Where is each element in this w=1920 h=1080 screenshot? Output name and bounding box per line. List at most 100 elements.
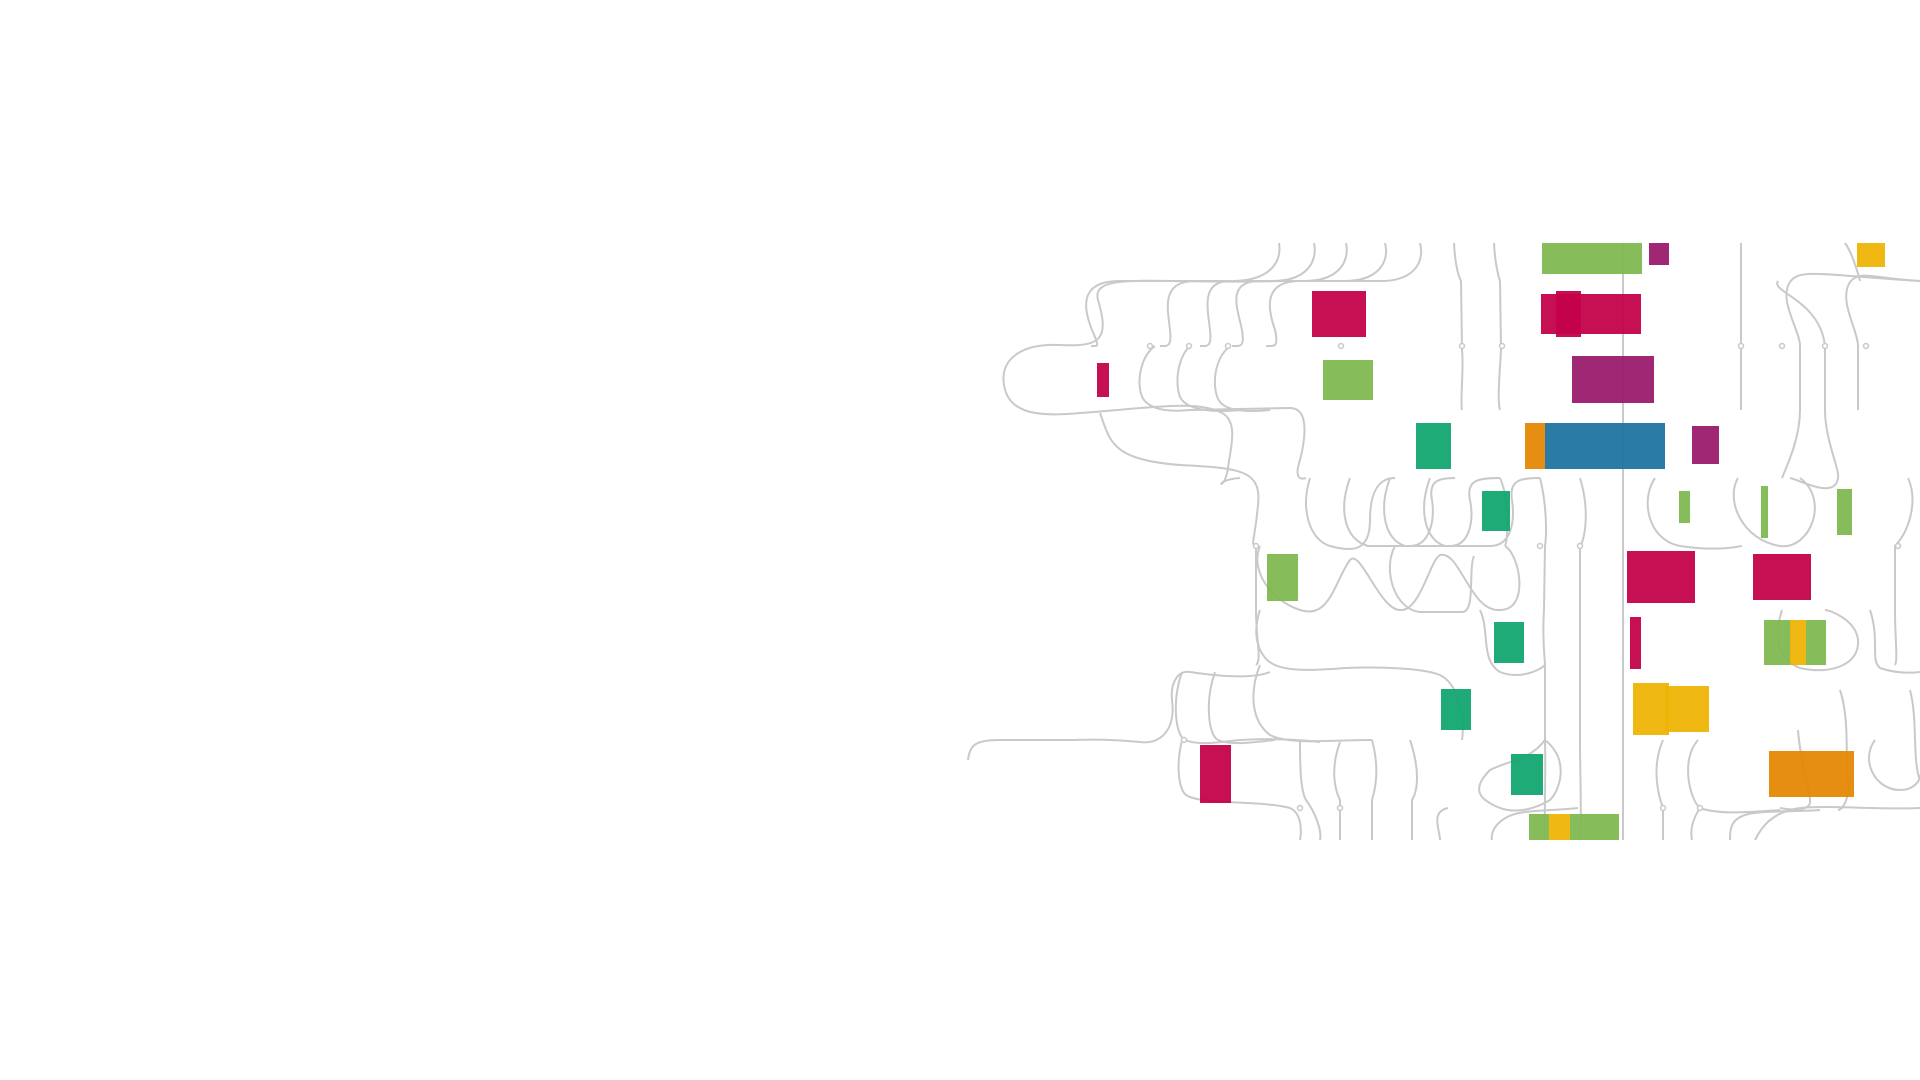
green-block <box>1267 554 1298 601</box>
magenta-block <box>1556 291 1581 337</box>
wire-knots <box>1146 342 1902 812</box>
wire-knot <box>1336 804 1344 812</box>
wire <box>1453 242 1464 411</box>
wire <box>1177 739 1302 841</box>
green-block <box>1764 620 1791 665</box>
wire <box>1776 280 1840 490</box>
wire <box>1388 545 1475 613</box>
magenta-block <box>1097 363 1109 397</box>
wire <box>1868 739 1920 792</box>
wire <box>1646 477 1743 550</box>
wire <box>1333 741 1341 840</box>
wire-knot <box>1862 342 1870 350</box>
yellow-block <box>1549 814 1570 840</box>
purple-block <box>1572 356 1654 403</box>
wire-knot <box>1576 542 1584 550</box>
wire-knot <box>1696 804 1704 812</box>
wire <box>1493 242 1503 411</box>
wire <box>1729 809 1821 841</box>
wire-knot <box>1778 342 1786 350</box>
magenta-block <box>1200 745 1231 803</box>
magenta-block <box>1312 291 1366 337</box>
wire <box>1845 274 1920 410</box>
wire-network <box>967 242 1920 841</box>
green-block <box>1837 489 1852 535</box>
green-block <box>1570 814 1619 840</box>
wire <box>1478 739 1562 812</box>
wire <box>1579 477 1587 841</box>
wire <box>1265 242 1423 348</box>
green-block <box>1761 486 1768 538</box>
yellow-block <box>1633 683 1669 735</box>
purple-block <box>1649 243 1669 265</box>
wire-knot <box>1337 342 1345 350</box>
wire <box>1231 242 1388 348</box>
wire <box>1255 609 1464 741</box>
wire <box>1383 477 1501 547</box>
wire <box>1844 242 1861 282</box>
teal-block <box>1441 689 1471 730</box>
wire <box>1256 545 1521 613</box>
wire <box>1085 242 1281 348</box>
color-blocks <box>1097 243 1885 840</box>
wire-knot <box>1252 542 1260 550</box>
wire-knot <box>1224 342 1232 350</box>
wire-knot <box>1498 342 1506 350</box>
wire <box>1436 807 1449 841</box>
wire <box>1479 609 1546 676</box>
wire <box>1732 477 1816 548</box>
wire-knot <box>1821 342 1829 350</box>
wire-knot <box>1894 542 1902 550</box>
wire <box>1159 242 1316 348</box>
wire <box>1781 272 1920 479</box>
green-block <box>1542 243 1642 274</box>
wire-knot <box>1659 804 1667 812</box>
green-block <box>1323 360 1373 400</box>
wire <box>1299 739 1322 841</box>
wire <box>1894 477 1914 666</box>
wire <box>1213 345 1271 412</box>
magenta-block <box>1753 554 1811 600</box>
wire-knot <box>1185 342 1193 350</box>
wire-knot <box>1458 342 1466 350</box>
teal-block <box>1482 491 1510 531</box>
wire <box>1690 807 1701 841</box>
orange-block <box>1525 423 1545 469</box>
green-block <box>1529 814 1549 840</box>
wire <box>1655 739 1664 840</box>
wire <box>1099 412 1260 666</box>
yellow-block <box>1665 686 1709 732</box>
wire-knot <box>1180 736 1188 744</box>
green-block <box>1679 491 1690 523</box>
yellow-block <box>1790 620 1806 665</box>
teal-block <box>1511 754 1543 795</box>
wire <box>967 670 1271 761</box>
wire <box>1138 345 1307 480</box>
wire <box>1869 609 1920 674</box>
green-block <box>1806 620 1826 665</box>
wire <box>1909 689 1920 781</box>
wire <box>1199 242 1348 348</box>
wire <box>1343 477 1456 547</box>
wire <box>1305 477 1396 551</box>
wire <box>1174 671 1321 745</box>
wire <box>1371 739 1378 840</box>
wire-knot <box>1146 342 1154 350</box>
magenta-block <box>1630 617 1641 669</box>
wire-knot <box>1737 342 1745 350</box>
wire <box>1409 739 1418 840</box>
yellow-block <box>1857 243 1885 267</box>
blue-block <box>1545 423 1665 469</box>
wire <box>1754 806 1920 841</box>
teal-block <box>1416 423 1451 469</box>
wire <box>1002 279 1281 485</box>
teal-block <box>1494 622 1524 663</box>
purple-block <box>1692 426 1719 464</box>
wire <box>1207 671 1276 745</box>
wire <box>1176 345 1241 412</box>
wire-knot <box>1536 542 1544 550</box>
wire <box>1252 664 1373 743</box>
orange-block <box>1769 751 1854 797</box>
wire <box>1687 739 1781 814</box>
